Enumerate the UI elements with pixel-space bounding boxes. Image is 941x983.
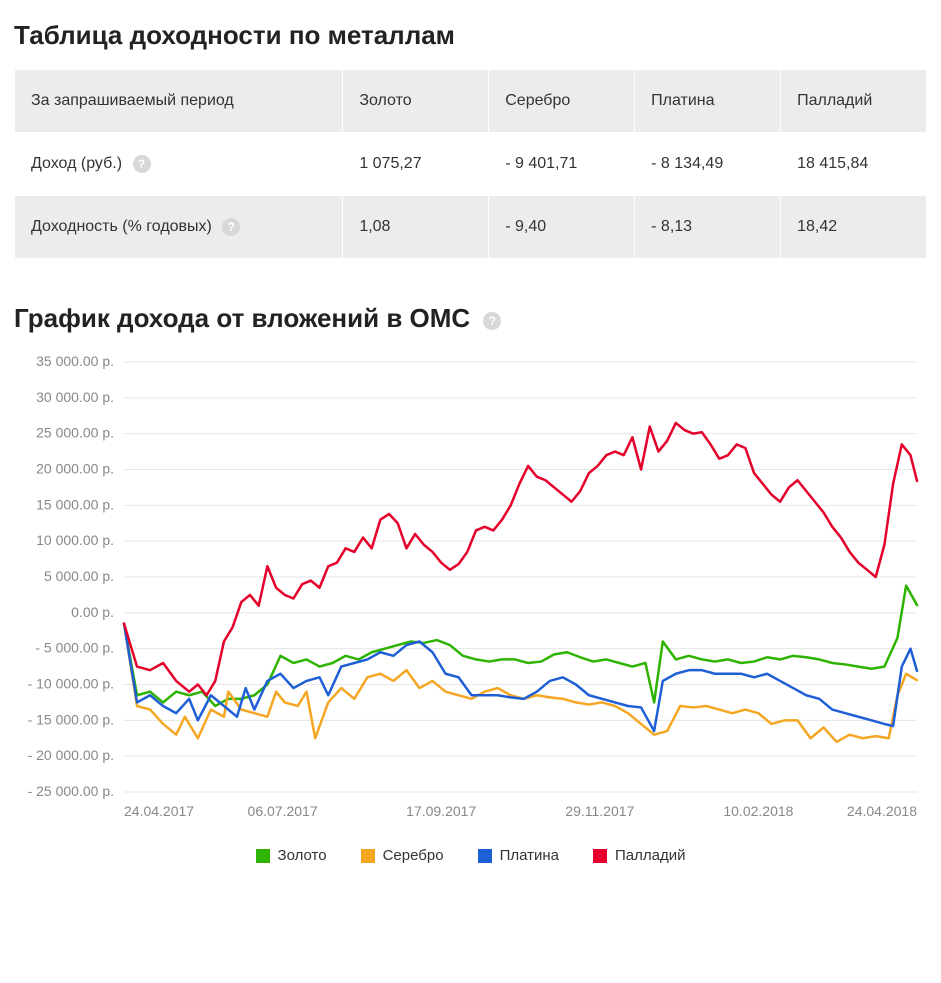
header-metric: За запрашиваемый период bbox=[15, 70, 343, 133]
svg-text:29.11.2017: 29.11.2017 bbox=[565, 803, 634, 819]
svg-text:- 10 000.00 p.: - 10 000.00 p. bbox=[28, 676, 114, 692]
svg-text:35 000.00 p.: 35 000.00 p. bbox=[36, 353, 114, 369]
legend-item[interactable]: Палладий bbox=[593, 847, 685, 864]
table-header-row: За запрашиваемый период Золото Серебро П… bbox=[15, 70, 927, 133]
cell-yield-gold: 1,08 bbox=[343, 196, 489, 259]
svg-text:10.02.2018: 10.02.2018 bbox=[723, 803, 793, 819]
legend-label: Серебро bbox=[383, 847, 444, 864]
header-platinum: Платина bbox=[635, 70, 781, 133]
chart-title-text: График дохода от вложений в ОМС bbox=[14, 303, 470, 333]
legend-swatch bbox=[478, 849, 492, 863]
legend-label: Золото bbox=[278, 847, 327, 864]
svg-text:30 000.00 p.: 30 000.00 p. bbox=[36, 389, 114, 405]
table-row: Доход (руб.) ? 1 075,27 - 9 401,71 - 8 1… bbox=[15, 133, 927, 196]
svg-text:17.09.2017: 17.09.2017 bbox=[406, 803, 476, 819]
svg-text:20 000.00 p.: 20 000.00 p. bbox=[36, 461, 114, 477]
header-palladium: Палладий bbox=[781, 70, 927, 133]
help-icon[interactable]: ? bbox=[133, 155, 151, 173]
legend-label: Палладий bbox=[615, 847, 685, 864]
svg-text:06.07.2017: 06.07.2017 bbox=[248, 803, 318, 819]
header-gold: Золото bbox=[343, 70, 489, 133]
cell-yield-palladium: 18,42 bbox=[781, 196, 927, 259]
chart-legend: Золото Серебро Платина Палладий bbox=[14, 847, 927, 864]
row-label-income: Доход (руб.) ? bbox=[15, 133, 343, 196]
svg-text:15 000.00 p.: 15 000.00 p. bbox=[36, 497, 114, 513]
cell-income-gold: 1 075,27 bbox=[343, 133, 489, 196]
cell-income-palladium: 18 415,84 bbox=[781, 133, 927, 196]
row-label-text: Доход (руб.) bbox=[31, 155, 122, 172]
cell-yield-silver: - 9,40 bbox=[489, 196, 635, 259]
svg-text:25 000.00 p.: 25 000.00 p. bbox=[36, 425, 114, 441]
chart-title: График дохода от вложений в ОМС ? bbox=[14, 303, 927, 334]
svg-text:10 000.00 p.: 10 000.00 p. bbox=[36, 533, 114, 549]
header-silver: Серебро bbox=[489, 70, 635, 133]
svg-text:- 15 000.00 p.: - 15 000.00 p. bbox=[28, 712, 114, 728]
legend-item[interactable]: Серебро bbox=[361, 847, 444, 864]
legend-item[interactable]: Платина bbox=[478, 847, 559, 864]
cell-yield-platinum: - 8,13 bbox=[635, 196, 781, 259]
row-label-yield: Доходность (% годовых) ? bbox=[15, 196, 343, 259]
svg-text:5 000.00 p.: 5 000.00 p. bbox=[44, 568, 114, 584]
svg-text:24.04.2018: 24.04.2018 bbox=[847, 803, 917, 819]
help-icon[interactable]: ? bbox=[222, 218, 240, 236]
chart-container: - 25 000.00 p. - 20 000.00 p. - 15 000.00 … bbox=[14, 352, 927, 864]
metals-table: За запрашиваемый период Золото Серебро П… bbox=[14, 69, 927, 259]
svg-text:24.04.2017: 24.04.2017 bbox=[124, 803, 194, 819]
svg-text:- 20 000.00 p.: - 20 000.00 p. bbox=[28, 748, 114, 764]
legend-swatch bbox=[593, 849, 607, 863]
cell-income-platinum: - 8 134,49 bbox=[635, 133, 781, 196]
row-label-text: Доходность (% годовых) bbox=[31, 218, 212, 235]
svg-text:0.00 p.: 0.00 p. bbox=[71, 604, 114, 620]
cell-income-silver: - 9 401,71 bbox=[489, 133, 635, 196]
table-row: Доходность (% годовых) ? 1,08 - 9,40 - 8… bbox=[15, 196, 927, 259]
legend-swatch bbox=[361, 849, 375, 863]
table-title: Таблица доходности по металлам bbox=[14, 20, 927, 51]
page-root: Таблица доходности по металлам За запраш… bbox=[0, 0, 941, 904]
svg-text:- 5 000.00 p.: - 5 000.00 p. bbox=[35, 640, 114, 656]
legend-item[interactable]: Золото bbox=[256, 847, 327, 864]
legend-label: Платина bbox=[500, 847, 559, 864]
svg-text:- 25 000.00 p.: - 25 000.00 p. bbox=[28, 783, 114, 799]
legend-swatch bbox=[256, 849, 270, 863]
line-chart: - 25 000.00 p. - 20 000.00 p. - 15 000.00 … bbox=[14, 352, 927, 832]
help-icon[interactable]: ? bbox=[483, 312, 501, 330]
